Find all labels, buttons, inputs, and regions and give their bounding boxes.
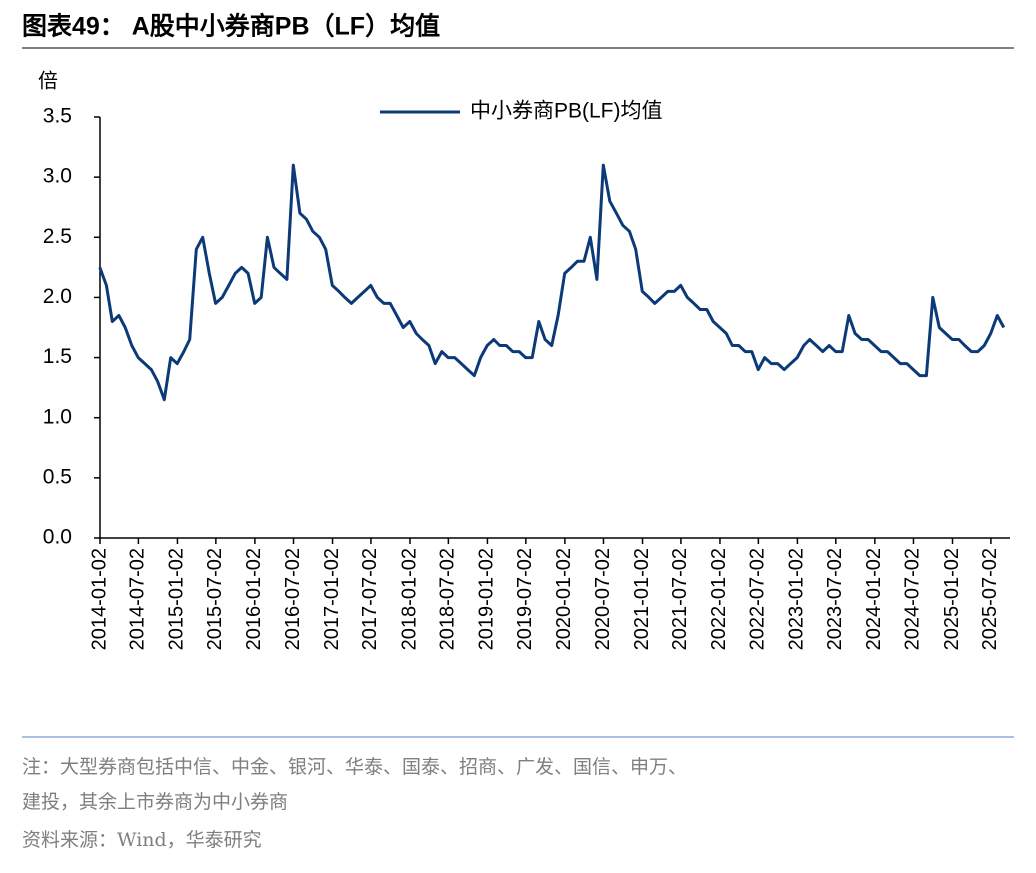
x-tick-label: 2019-07-02: [514, 548, 536, 650]
y-tick-label: 2.5: [43, 225, 72, 248]
x-tick-label: 2018-01-02: [398, 548, 420, 650]
y-tick-label: 3.5: [43, 105, 72, 128]
y-tick-label: 1.0: [43, 405, 72, 428]
x-tick-label: 2015-01-02: [166, 548, 188, 650]
x-tick-label: 2024-01-02: [863, 548, 885, 650]
note: 建投，其余上市券商为中小券商: [22, 791, 288, 813]
x-tick-label: 2022-01-02: [708, 548, 730, 650]
x-tick-label: 2014-07-02: [127, 548, 149, 650]
x-tick-label: 2021-07-02: [669, 548, 691, 650]
x-tick-label: 2023-01-02: [786, 548, 808, 650]
legend-label: 中小券商PB(LF)均值: [470, 100, 663, 123]
page-title: 图表49： A股中小券商PB（LF）均值: [22, 12, 440, 41]
x-tick-label: 2019-01-02: [476, 548, 498, 650]
y-tick-label: 0.5: [43, 465, 72, 488]
source: 资料来源：Wind，华泰研究: [22, 829, 262, 851]
x-tick-label: 2017-01-02: [321, 548, 343, 650]
x-tick-label: 2017-07-02: [359, 548, 381, 650]
y-axis-label: 倍: [38, 69, 58, 92]
y-tick-label: 1.5: [43, 345, 72, 368]
x-tick-label: 2022-07-02: [747, 548, 769, 650]
x-tick-label: 2020-07-02: [592, 548, 614, 650]
x-tick-label: 2016-07-02: [282, 548, 304, 650]
x-tick-label: 2024-07-02: [902, 548, 924, 650]
x-tick-label: 2023-07-02: [824, 548, 846, 650]
x-tick-label: 2020-01-02: [553, 548, 575, 650]
y-tick-label: 3.0: [43, 165, 72, 188]
y-tick-label: 2.0: [43, 285, 72, 308]
x-tick-label: 2016-01-02: [243, 548, 265, 650]
x-tick-label: 2015-07-02: [204, 548, 226, 650]
x-tick-label: 2025-07-02: [979, 548, 1001, 650]
y-tick-label: 0.0: [43, 526, 72, 549]
x-tick-label: 2025-01-02: [941, 548, 963, 650]
series-line: [98, 163, 1006, 402]
note: 注：大型券商包括中信、中金、银河、华泰、国泰、招商、广发、国信、申万、: [22, 756, 687, 778]
x-tick-label: 2014-01-02: [88, 548, 110, 650]
x-tick-label: 2021-01-02: [631, 548, 653, 650]
x-tick-label: 2018-07-02: [437, 548, 459, 650]
